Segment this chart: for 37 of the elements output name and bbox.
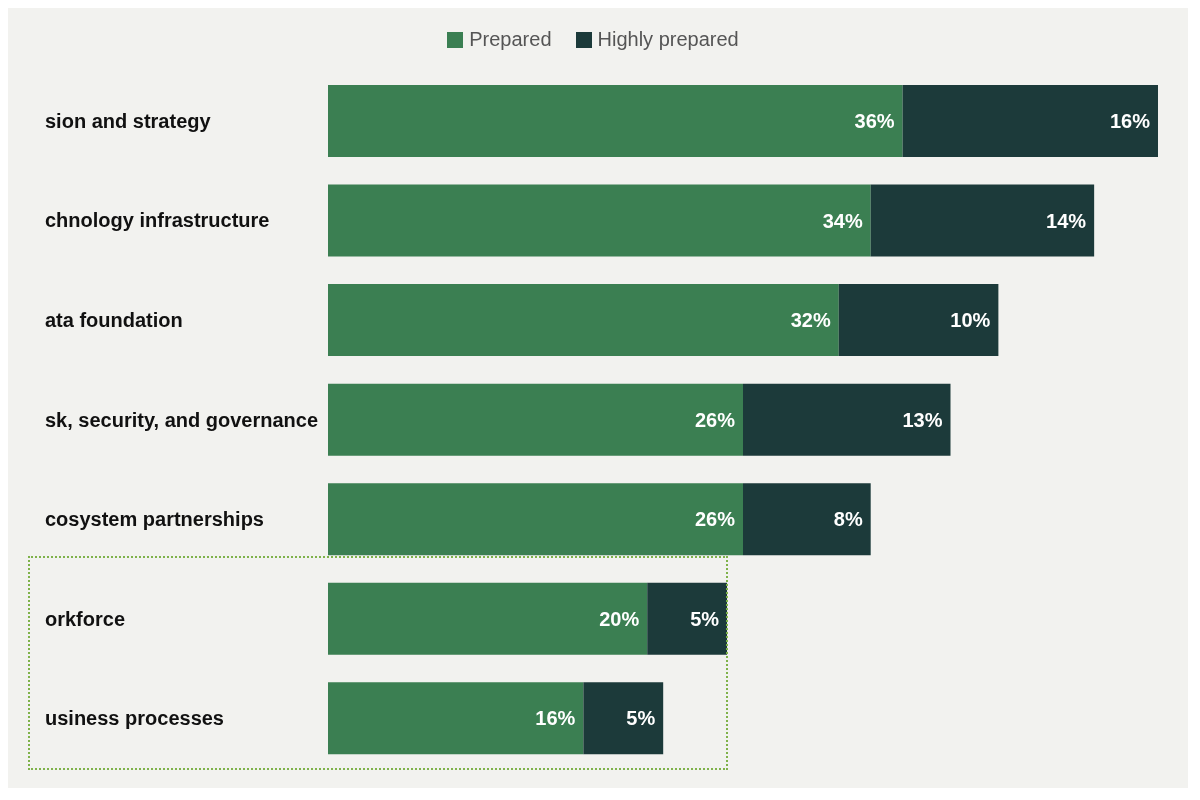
bar [328, 582, 648, 655]
data-label: 32% [790, 309, 831, 332]
bar [743, 383, 951, 456]
legend-label: Highly prepared [596, 28, 739, 51]
legend-label: Prepared [468, 28, 552, 51]
bar [838, 284, 999, 357]
bar [743, 483, 871, 556]
y-tick-label: sion and strategy [45, 109, 212, 132]
data-label: 10% [950, 309, 991, 332]
y-tick-label: ata foundation [45, 309, 183, 332]
data-label: 13% [902, 408, 943, 431]
bar [583, 682, 664, 755]
bar [328, 682, 584, 755]
data-label: 20% [599, 607, 640, 630]
data-label: 16% [1109, 109, 1151, 132]
data-label: 16% [535, 707, 576, 730]
bar [328, 284, 839, 357]
data-label: 26% [694, 508, 736, 531]
bar [328, 84, 903, 157]
y-tick-label: cosystem partnerships [45, 508, 264, 531]
bar [647, 582, 728, 655]
data-label: 5% [690, 607, 720, 630]
data-label: 36% [854, 109, 895, 132]
bar [328, 184, 871, 257]
y-tick-label: chnology infrastructure [45, 209, 270, 232]
y-tick-label: sk, security, and governance [45, 408, 319, 431]
y-tick-label: orkforce [45, 607, 126, 630]
bar [328, 483, 743, 556]
data-label: 5% [626, 707, 656, 730]
data-label: 26% [694, 408, 736, 431]
bar [870, 184, 1095, 257]
data-label: 14% [1046, 209, 1087, 232]
bar [328, 383, 743, 456]
data-label: 34% [822, 209, 863, 232]
data-label: 8% [833, 508, 863, 531]
bar [902, 84, 1158, 157]
y-tick-label: usiness processes [45, 707, 224, 730]
